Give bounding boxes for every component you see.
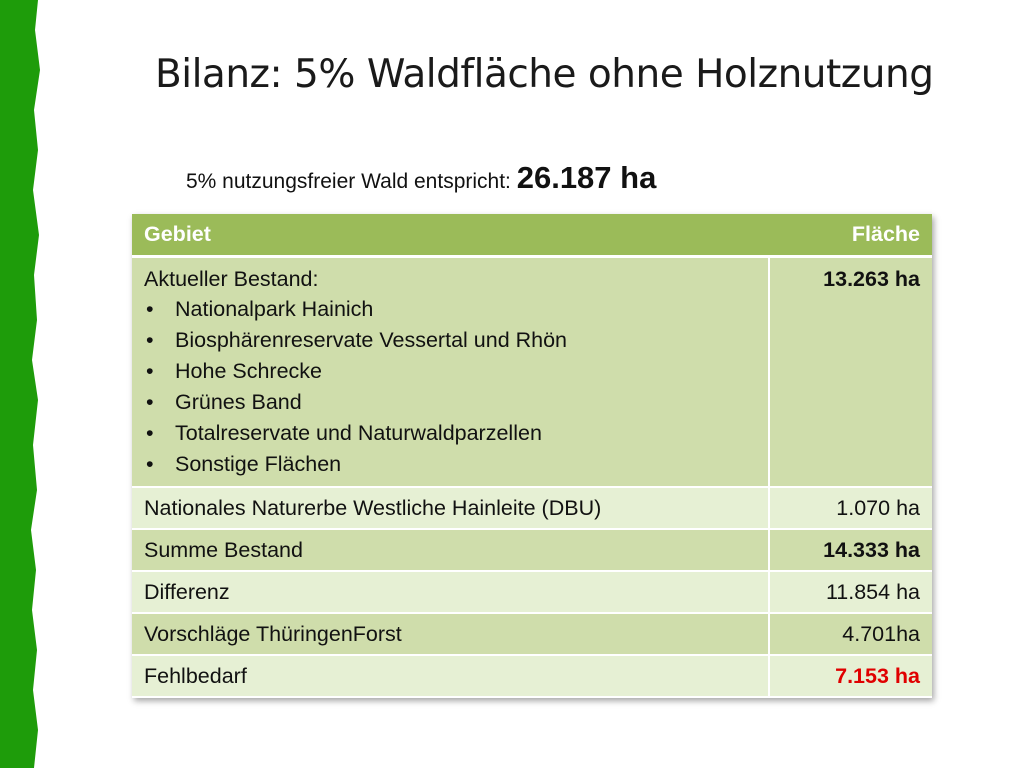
row-value: 1.070 ha [769, 487, 932, 530]
table-row-sum: Summe Bestand 14.333 ha [132, 529, 932, 572]
total-area-line: 5% nutzungsfreier Wald entspricht: 26.18… [186, 160, 656, 196]
list-item: Grünes Band [144, 387, 756, 418]
slide-title: Bilanz: 5% Waldfläche ohne Holznutzung [155, 52, 934, 97]
table-row-proposals: Vorschläge ThüringenForst 4.701ha [132, 613, 932, 656]
header-gebiet: Gebiet [132, 214, 769, 258]
total-area-label: 5% nutzungsfreier Wald entspricht: [186, 170, 517, 193]
list-item: Biosphärenreservate Vessertal und Rhön [144, 325, 756, 356]
list-item: Totalreservate und Naturwaldparzellen [144, 418, 756, 449]
deficit-value: 7.153 ha [769, 655, 932, 698]
table-row-current-stock: Aktueller Bestand: Nationalpark Hainich … [132, 256, 932, 488]
list-item: Sonstige Flächen [144, 449, 756, 480]
area-balance-table: Gebiet Fläche Aktueller Bestand: Nationa… [132, 214, 932, 698]
table-row-dbu: Nationales Naturerbe Westliche Hainleite… [132, 487, 932, 530]
table-header-row: Gebiet Fläche [132, 214, 932, 258]
row-label: Summe Bestand [132, 529, 770, 572]
table-row-deficit: Fehlbedarf 7.153 ha [132, 655, 932, 698]
current-stock-label: Aktueller Bestand: [144, 267, 319, 291]
row-value: 4.701ha [769, 613, 932, 656]
row-label: Vorschläge ThüringenForst [132, 613, 770, 656]
total-area-value: 26.187 ha [516, 160, 657, 195]
current-stock-cell: Aktueller Bestand: Nationalpark Hainich … [132, 256, 770, 488]
current-stock-value: 13.263 ha [769, 256, 932, 488]
list-item: Hohe Schrecke [144, 356, 756, 387]
row-value: 11.854 ha [769, 571, 932, 614]
row-label: Differenz [132, 571, 770, 614]
table-row-difference: Differenz 11.854 ha [132, 571, 932, 614]
green-edge-decoration [0, 0, 40, 768]
row-label: Nationales Naturerbe Westliche Hainleite… [132, 487, 770, 530]
row-label: Fehlbedarf [132, 655, 770, 698]
header-flaeche: Fläche [769, 214, 932, 258]
current-stock-list: Nationalpark Hainich Biosphärenreservate… [144, 294, 756, 480]
row-value: 14.333 ha [769, 529, 932, 572]
list-item: Nationalpark Hainich [144, 294, 756, 325]
